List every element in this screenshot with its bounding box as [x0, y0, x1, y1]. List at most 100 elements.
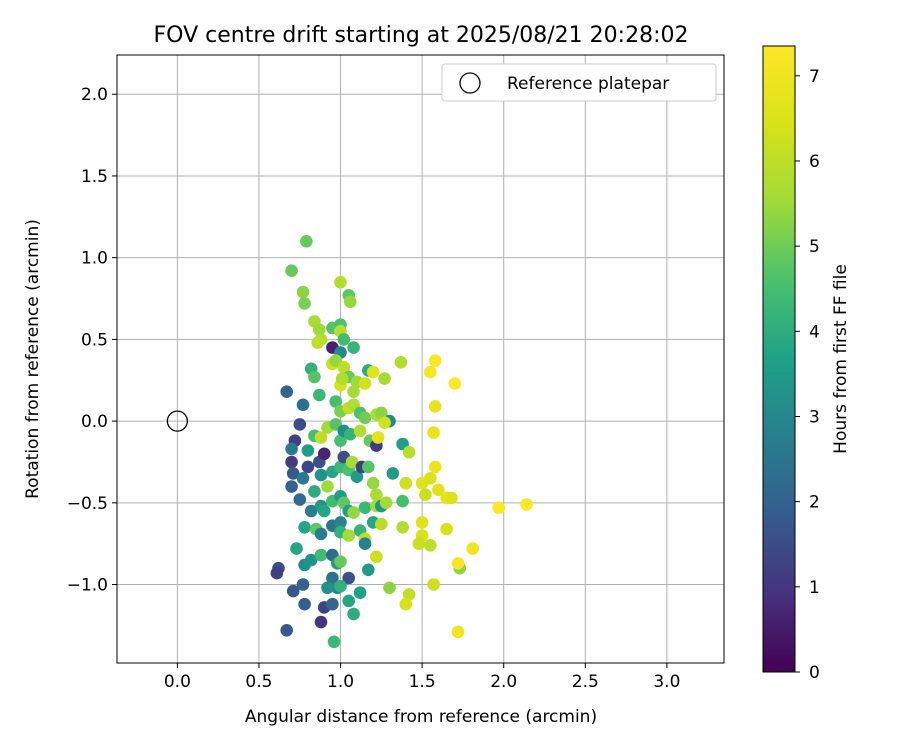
chart-title: FOV centre drift starting at 2025/08/21 …	[154, 23, 689, 48]
scatter-point	[347, 385, 360, 399]
colorbar-tick-label: 0	[809, 663, 820, 683]
scatter-point	[379, 496, 393, 510]
scatter-point	[399, 476, 413, 490]
scatter-point	[344, 427, 357, 441]
scatter-point	[424, 539, 437, 552]
scatter-point	[293, 493, 307, 506]
scatter-point	[358, 411, 372, 425]
scatter-point	[386, 467, 400, 480]
scatter-point	[314, 527, 328, 541]
scatter-point	[432, 483, 445, 497]
y-axis-label: Rotation from reference (arcmin)	[23, 219, 43, 499]
scatter-point	[375, 406, 388, 420]
scatter-point	[334, 275, 347, 289]
scatter-point	[326, 571, 339, 585]
x-tick-label: 0.0	[164, 672, 191, 692]
scatter-point	[280, 624, 294, 637]
x-tick-label: 1.0	[327, 672, 354, 692]
scatter-point	[366, 365, 380, 379]
scatter-point	[428, 400, 442, 413]
colorbar-gradient	[762, 45, 796, 673]
scatter-point	[375, 517, 388, 531]
scatter-point	[300, 235, 313, 248]
scatter-point	[314, 548, 328, 562]
scatter-point	[293, 418, 307, 431]
colorbar-ticks: 0 1 2 3 4 5 6 7	[795, 67, 820, 683]
scatter-point	[362, 563, 375, 577]
scatter-point	[358, 501, 372, 514]
colorbar-label: Hours from first FF file	[831, 264, 851, 454]
scatter-point	[466, 542, 480, 555]
scatter-point	[342, 529, 356, 542]
scatter-point	[301, 460, 315, 474]
legend: Reference platepar	[441, 63, 717, 102]
y-tick-label: −1.0	[67, 576, 108, 596]
scatter-point	[424, 365, 437, 379]
scatter-point	[286, 584, 300, 598]
scatter-point	[321, 581, 334, 595]
x-tick-label: 1.5	[409, 672, 436, 692]
scatter-point	[285, 455, 298, 469]
scatter-point	[285, 264, 298, 278]
scatter-point	[451, 625, 465, 639]
scatter-point	[334, 516, 347, 529]
scatter-point	[327, 635, 341, 649]
scatter-point	[428, 354, 442, 367]
y-axis-ticks: −1.0 −0.5 0.0 0.5 1.0 1.5 2.0	[67, 85, 117, 596]
colorbar-tick-label: 5	[809, 237, 820, 257]
legend-entry-label: Reference platepar	[507, 74, 669, 94]
y-tick-label: 0.0	[81, 412, 108, 432]
scatter-point	[427, 578, 440, 591]
y-tick-label: 2.0	[81, 85, 108, 105]
scatter-point	[313, 388, 326, 402]
scatter-point	[285, 480, 298, 493]
scatter-point	[313, 323, 326, 336]
scatter-point	[347, 506, 360, 519]
scatter-point	[350, 470, 364, 484]
scatter-point	[402, 445, 416, 459]
scatter-point	[290, 542, 303, 555]
y-tick-label: 0.5	[81, 330, 108, 350]
scatter-point	[342, 571, 356, 585]
scatter-point	[298, 558, 311, 572]
scatter-point	[308, 370, 321, 384]
scatter-point	[314, 431, 328, 444]
scatter-point	[378, 416, 391, 430]
scatter-point	[520, 498, 533, 511]
scatter-point	[329, 395, 343, 408]
reference-platepar-marker	[166, 410, 189, 432]
y-tick-label: 1.5	[81, 167, 108, 187]
scatter-point	[445, 491, 458, 505]
x-tick-label: 2.0	[490, 672, 517, 692]
scatter-point	[402, 588, 416, 601]
scatter-point	[296, 578, 310, 591]
scatter-point	[337, 333, 351, 346]
scatter-point	[412, 537, 426, 550]
scatter-point	[280, 385, 294, 399]
scatter-point	[451, 557, 465, 570]
scatter-point	[298, 597, 311, 611]
scatter-point	[370, 488, 383, 502]
scatter-point	[428, 460, 442, 474]
scatter-point	[286, 467, 300, 480]
scatter-point	[358, 537, 372, 550]
scatter-point	[378, 372, 391, 385]
scatter-point	[353, 424, 367, 438]
scatter-point	[415, 516, 429, 529]
scatter-point	[298, 521, 311, 534]
colorbar-tick-label: 4	[809, 322, 820, 342]
colorbar: 0 1 2 3 4 5 6 7 Hours from first FF file	[762, 45, 851, 683]
scatter-point	[342, 594, 356, 608]
y-tick-label: −0.5	[67, 494, 108, 514]
colorbar-tick-label: 3	[809, 407, 820, 427]
scatter-point	[448, 377, 462, 390]
scatter-point	[399, 597, 413, 611]
scatter-point	[314, 468, 328, 482]
scatter-point	[296, 285, 310, 299]
scatter-point	[298, 297, 311, 310]
scatter-point	[334, 579, 347, 593]
scatter-point	[424, 472, 437, 485]
scatter-point	[492, 501, 506, 514]
scatter-point	[394, 356, 408, 369]
scatter-point	[396, 521, 409, 534]
